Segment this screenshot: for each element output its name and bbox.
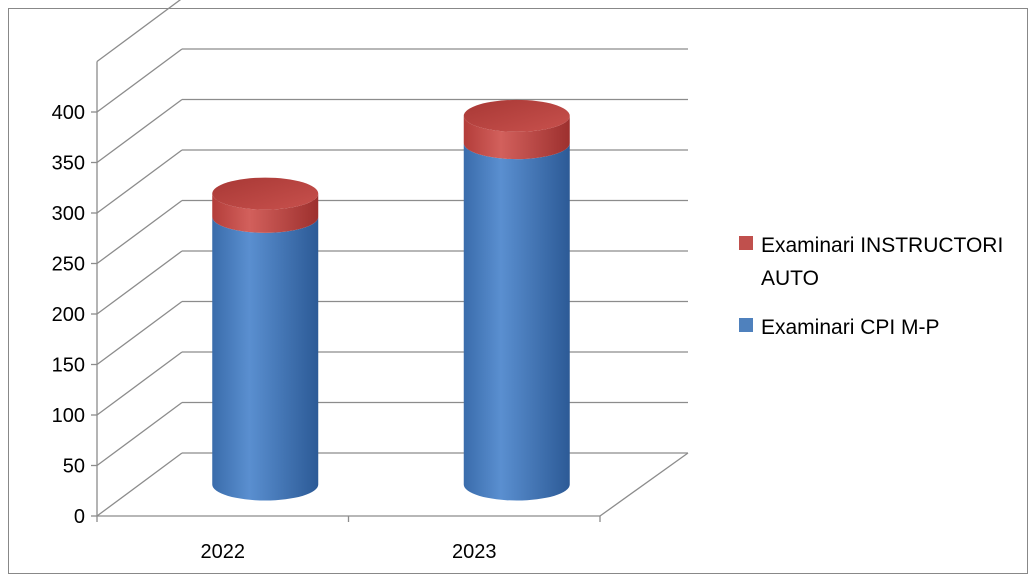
cylinder-top <box>212 177 319 210</box>
gridline-side <box>96 48 183 113</box>
x-tick-label: 2023 <box>452 541 497 563</box>
y-tick-label: 0 <box>74 506 85 528</box>
gridline-side <box>96 401 183 467</box>
bar-2023-instructori <box>463 99 570 160</box>
gridline-side <box>96 452 183 517</box>
cylinder-body <box>212 216 319 501</box>
cylinder-body <box>463 143 570 501</box>
cylinder-body <box>212 193 319 233</box>
cylinder-top <box>463 99 570 132</box>
bar-layer <box>212 99 570 501</box>
gridline-side <box>96 0 182 63</box>
bar-2022-instructori <box>212 177 319 233</box>
gridline-side <box>96 98 183 164</box>
y-tick-label: 350 <box>52 153 85 175</box>
axis-layer: 0 50 100 150 200 250 300 350 400 2022 2023 <box>52 61 601 563</box>
gridline-side <box>96 250 183 315</box>
legend-item: Examinari CPI M-P <box>739 316 940 339</box>
gridline-side <box>96 149 183 214</box>
x-tick-label: 2022 <box>201 541 246 563</box>
y-tick-label: 300 <box>52 203 85 225</box>
floor-edge <box>599 452 689 517</box>
legend-swatch <box>739 236 753 250</box>
y-tick-label: 100 <box>52 405 85 427</box>
gridline-side <box>96 351 183 416</box>
y-tick-label: 200 <box>52 304 85 326</box>
legend-label: Examinari CPI M-P <box>761 316 940 339</box>
legend-label: Examinari INSTRUCTORI <box>761 234 1003 257</box>
legend: Examinari INSTRUCTORI AUTO Examinari CPI M… <box>739 234 1003 339</box>
y-tick-label: 400 <box>52 102 85 124</box>
grid-layer <box>96 0 689 517</box>
legend-label: AUTO <box>761 267 819 290</box>
cylinder-body <box>463 115 570 160</box>
gridline-side <box>96 199 183 265</box>
legend-swatch <box>739 318 753 332</box>
y-tick-label: 250 <box>52 254 85 276</box>
legend-item: Examinari INSTRUCTORI AUTO <box>739 234 1003 290</box>
y-tick-label: 50 <box>63 456 85 478</box>
y-tick-label: 150 <box>52 355 85 377</box>
bar-2022-cpi <box>212 216 319 501</box>
gridline-side <box>96 300 183 366</box>
bar-2023-cpi <box>463 143 570 501</box>
